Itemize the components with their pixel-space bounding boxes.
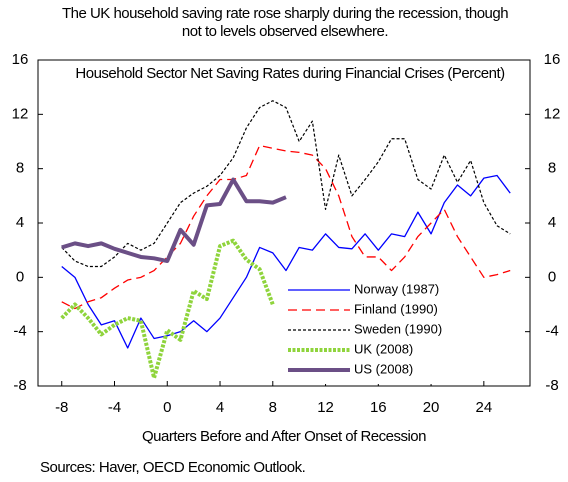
x-tick-label: 4 [216,399,224,416]
y-tick-label: 16 [12,51,29,68]
series-line [61,177,287,264]
series-line [61,174,511,349]
y-tick-label: -8 [13,377,26,394]
x-axis-label: Quarters Before and After Onset of Reces… [142,428,427,445]
y-tick-label: 4 [16,214,24,231]
series-line [60,238,275,380]
x-tick-label: -4 [108,399,121,416]
y-tick-label: 12 [12,105,29,122]
legend-box [284,280,436,384]
y-tick-label: -4 [13,323,26,340]
series-line [61,100,511,268]
x-tick-label: 8 [269,399,277,416]
legend-label: Sweden (1990) [354,321,442,336]
x-tick-label: 16 [370,399,387,416]
x-tick-label: 12 [317,399,334,416]
y-tick-label: 0 [16,268,24,285]
legend-label: UK (2008) [354,341,413,356]
legend-label: US (2008) [354,361,413,376]
x-tick-label: -8 [55,399,68,416]
x-tick-label: 20 [423,399,440,416]
y2-tick-label: 4 [548,214,556,231]
source-note: Sources: Haver, OECD Economic Outlook. [40,459,306,476]
x-tick-label: 24 [475,399,492,416]
x-tick-label: 0 [163,399,171,416]
y2-tick-label: 8 [548,160,556,177]
y2-tick-label: 16 [544,51,561,68]
y2-tick-label: 0 [548,268,556,285]
chart-subtitle: Household Sector Net Saving Rates during… [75,65,505,82]
y-tick-label: 8 [16,160,24,177]
y2-tick-label: -4 [545,323,558,340]
chart-title: The UK household saving rate rose sharpl… [61,5,509,40]
y2-tick-label: -8 [545,377,558,394]
legend-label: Finland (1990) [354,301,438,316]
legend-label: Norway (1987) [354,281,439,296]
series-line [61,144,511,310]
y2-tick-label: 12 [544,105,561,122]
